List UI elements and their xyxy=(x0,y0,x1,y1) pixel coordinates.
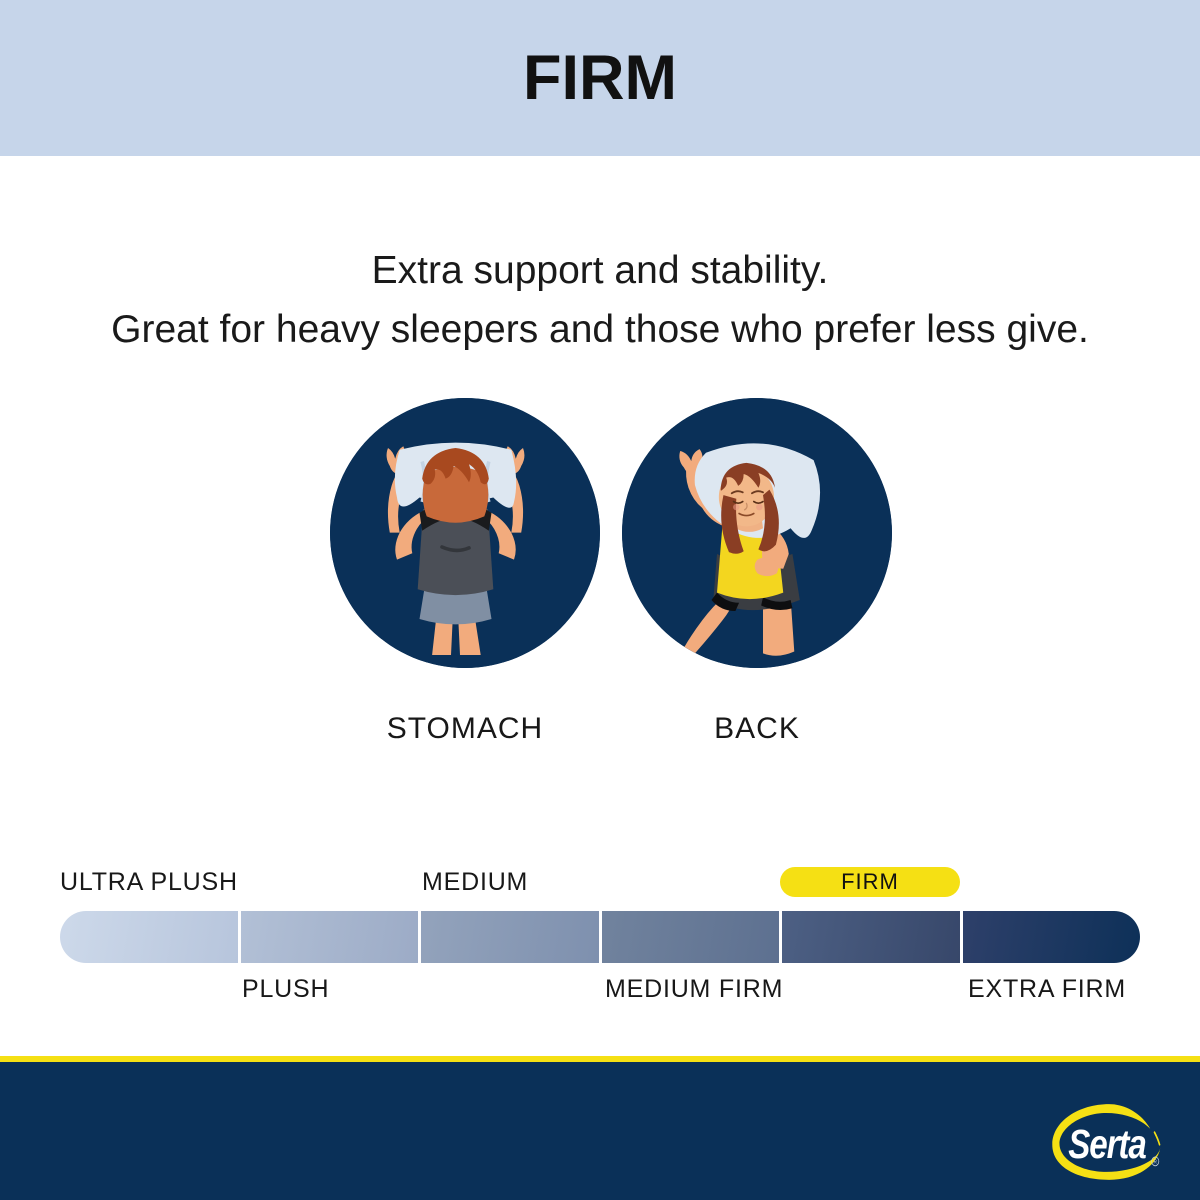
svg-text:R: R xyxy=(1154,1159,1158,1166)
svg-text:Serta: Serta xyxy=(1068,1122,1146,1167)
